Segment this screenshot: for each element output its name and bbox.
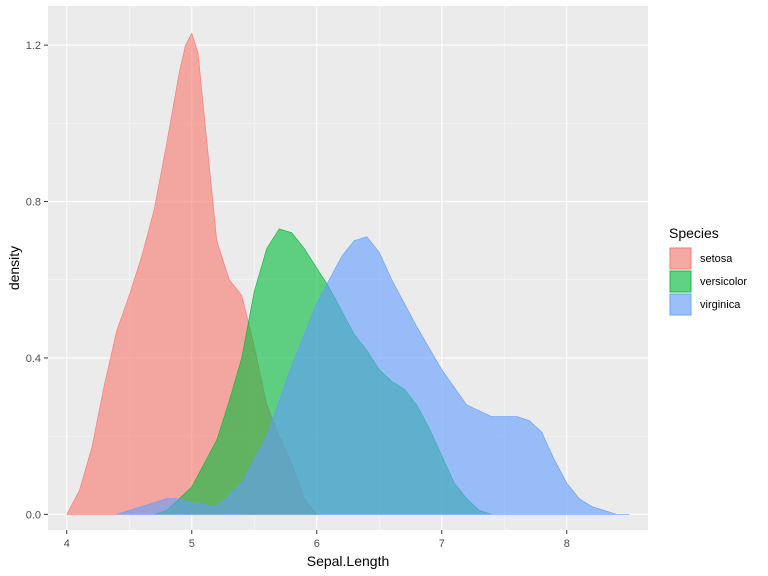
y-tick-label: 0.0 xyxy=(26,509,41,521)
legend-label-versicolor: versicolor xyxy=(700,276,747,288)
legend-key-virginica xyxy=(669,293,692,316)
x-tick-label: 5 xyxy=(189,538,195,550)
legend-key-versicolor xyxy=(669,270,692,293)
density-area-virginica xyxy=(116,236,630,515)
legend-key-setosa xyxy=(669,247,692,270)
legend-label-virginica: virginica xyxy=(700,299,741,311)
legend-title: Species xyxy=(669,225,719,241)
x-tick-label: 6 xyxy=(314,538,320,550)
x-tick-label: 7 xyxy=(439,538,445,550)
y-tick-label: 1.2 xyxy=(26,40,41,52)
legend: Species setosa versicolor virginica xyxy=(669,225,747,316)
x-tick-label: 8 xyxy=(564,538,570,550)
x-tick-label: 4 xyxy=(64,538,70,550)
x-axis-title: Sepal.Length xyxy=(307,553,390,569)
legend-label-setosa: setosa xyxy=(700,253,733,265)
y-tick-label: 0.8 xyxy=(26,197,41,209)
y-axis-title: density xyxy=(6,246,22,290)
y-axis: 0.0 0.4 0.8 1.2 xyxy=(26,40,48,521)
density-areas xyxy=(66,32,630,515)
x-axis: 4 5 6 7 8 xyxy=(64,530,570,550)
y-tick-label: 0.4 xyxy=(26,353,41,365)
